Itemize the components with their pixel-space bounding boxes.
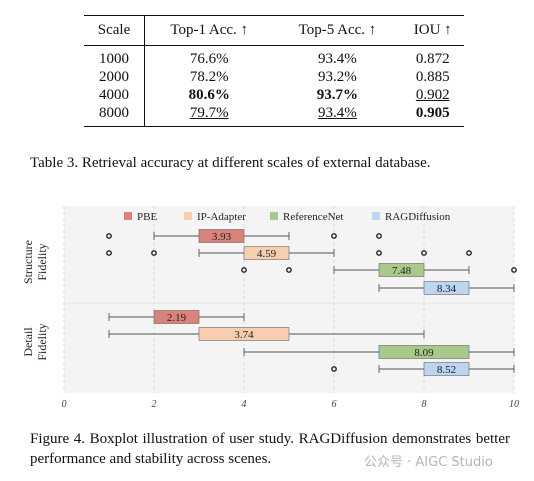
cell-top1: 78.2% [189,69,229,85]
box [243,246,290,260]
cell-scale: 4000 [84,86,145,104]
legend-label: PBE [137,211,157,223]
legend-swatch [270,212,278,220]
outlier-point [421,250,427,256]
results-table-container: Scale Top-1 Acc. ↑ Top-5 Acc. ↑ IOU ↑ 10… [84,15,464,127]
legend-label: ReferenceNet [283,211,343,223]
x-tick-label: 2 [152,399,157,410]
cell-top5: 93.2% [318,69,357,85]
cell-top5: 93.7% [316,87,359,103]
cell-top1: 79.7% [189,105,229,121]
median-label: 7.48 [392,265,412,277]
header-top1: Top-1 Acc. ↑ [170,22,249,38]
box [153,310,200,324]
header-top5: Top-5 Acc. ↑ [298,22,377,38]
group-label: Detail [21,327,35,357]
cell-iou: 0.902 [415,87,450,103]
median-label: 3.74 [234,329,254,341]
cell-iou: 0.872 [415,51,450,67]
cell-iou: 0.905 [415,105,450,121]
outlier-point [151,250,157,256]
cell-top1: 76.6% [189,51,229,67]
cell-iou: 0.885 [415,69,450,85]
cell-scale: 1000 [84,45,145,68]
x-tick-label: 10 [509,399,519,410]
x-tick-label: 4 [242,399,247,410]
watermark: 公众号 · AIGC Studio [364,455,493,470]
box [423,281,470,295]
outlier-point [376,233,382,239]
figure-caption: Figure 4. Boxplot illustration of user s… [30,431,510,467]
median-label: 8.34 [437,283,457,295]
x-tick-label: 6 [332,399,337,410]
median-label: 4.59 [257,248,277,260]
legend-swatch [372,212,380,220]
table-row: 8000 79.7% 93.4% 0.905 [84,104,464,127]
outlier-point [331,366,337,372]
outlier-point [466,250,472,256]
median-label: 8.52 [437,364,456,376]
table-row: 1000 76.6% 93.4% 0.872 [84,45,464,68]
median-label: 8.09 [414,347,434,359]
header-iou: IOU ↑ [413,22,452,38]
legend-swatch [124,212,132,220]
median-label: 3.93 [212,231,232,243]
box [423,362,470,376]
cell-top5: 93.4% [318,51,357,67]
box [198,229,245,243]
outlier-point [106,233,112,239]
outlier-point [106,250,112,256]
table-header-row: Scale Top-1 Acc. ↑ Top-5 Acc. ↑ IOU ↑ [84,15,464,46]
header-scale: Scale [84,15,145,46]
x-tick-label: 8 [422,399,427,410]
median-label: 2.19 [167,312,187,324]
cell-scale: 2000 [84,68,145,86]
results-table: Scale Top-1 Acc. ↑ Top-5 Acc. ↑ IOU ↑ 10… [84,15,464,127]
outlier-point [331,233,337,239]
table-row: 4000 80.6% 93.7% 0.902 [84,86,464,104]
cell-top5: 93.4% [318,105,357,121]
box [198,327,290,341]
table-caption: Table 3. Retrieval accuracy at different… [30,155,431,171]
table-row: 2000 78.2% 93.2% 0.885 [84,68,464,86]
outlier-point [286,267,292,273]
outlier-point [241,267,247,273]
legend-swatch [184,212,192,220]
cell-top1: 80.6% [188,87,230,103]
legend-label: RAGDiffusion [385,211,451,223]
outlier-point [376,250,382,256]
outlier-point [511,267,517,273]
box [378,345,470,359]
group-label: Fidelity [35,243,49,280]
group-label: Fidelity [35,323,49,360]
box [378,263,425,277]
legend-label: IP-Adapter [197,211,246,223]
cell-scale: 8000 [84,104,145,127]
x-tick-label: 0 [62,399,67,410]
group-label: Structure [21,240,35,284]
